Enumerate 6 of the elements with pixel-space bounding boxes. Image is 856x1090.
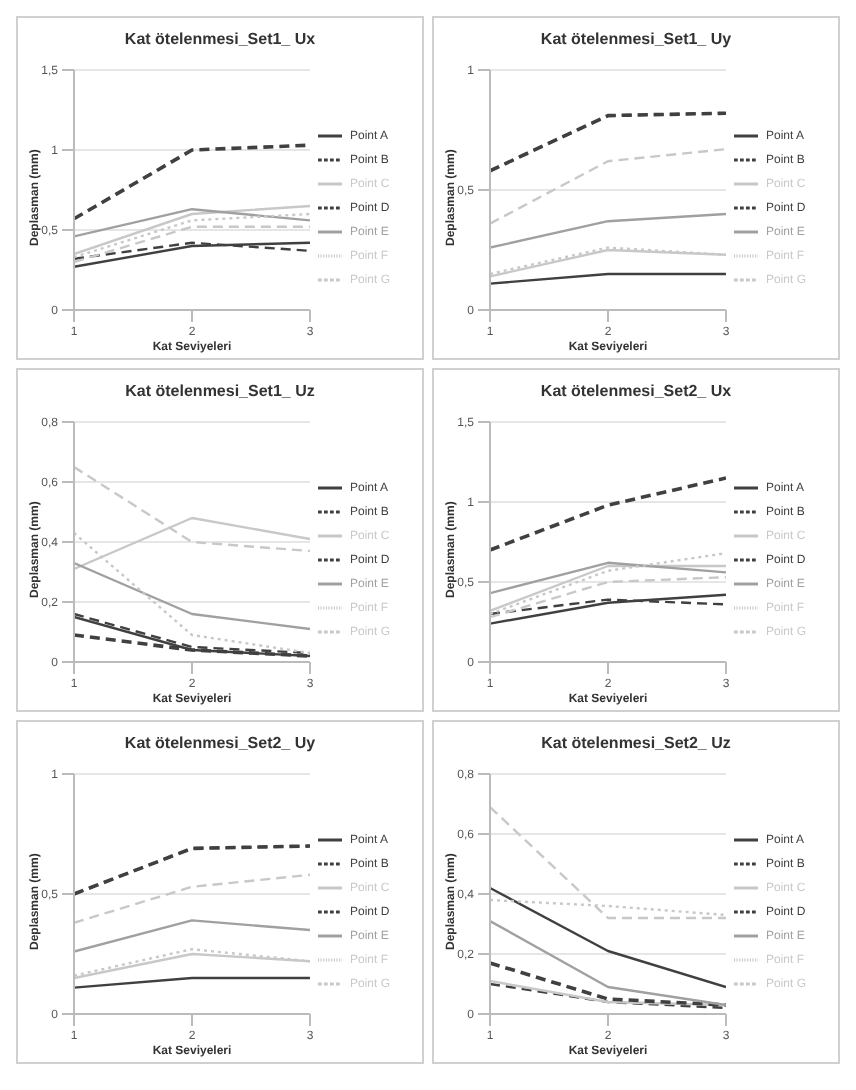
chart-title: Kat ötelenmesi_Set2_ Uz (539, 732, 733, 756)
chart-title: Kat ötelenmesi_Set1_ Uz (123, 380, 317, 404)
chart-title: Kat ötelenmesi_Set2_ Ux (538, 380, 734, 404)
chart-title: Kat ötelenmesi_Set1_ Uy (538, 28, 734, 52)
chart-title: Kat ötelenmesi_Set2_ Uy (122, 732, 318, 756)
chart-title: Kat ötelenmesi_Set1_ Ux (122, 28, 318, 52)
